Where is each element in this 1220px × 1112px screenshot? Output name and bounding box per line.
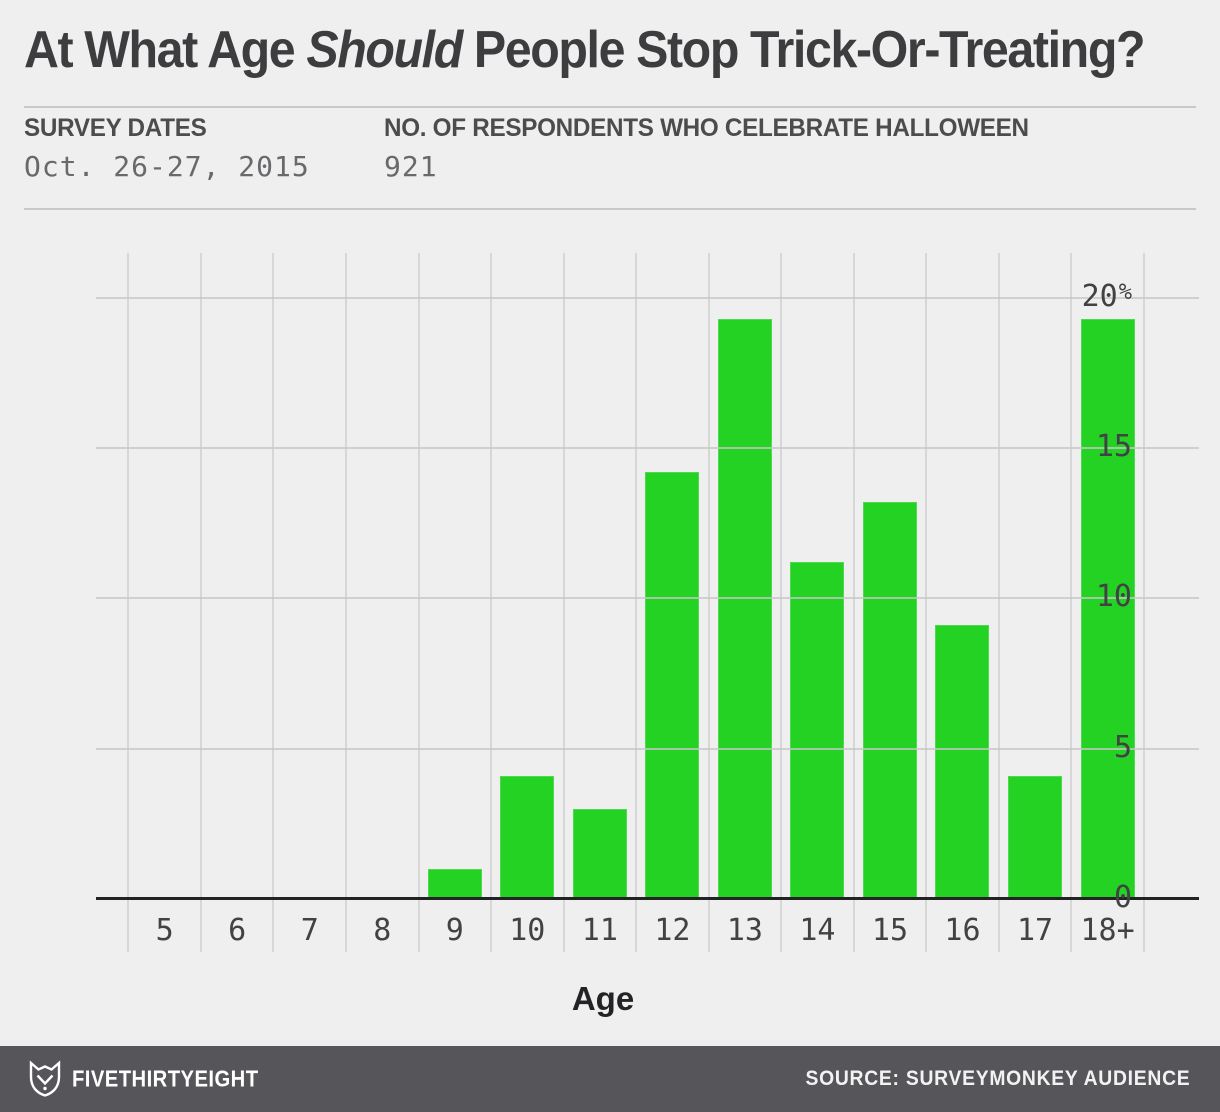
fivethirtyeight-wordmark: FIVETHIRTYEIGHT — [72, 1065, 259, 1092]
survey-dates-label: SURVEY DATES — [24, 114, 207, 142]
bar-age-12 — [645, 472, 700, 899]
x-tick-label-16: 16 — [944, 913, 981, 948]
x-tick-label-12: 12 — [654, 913, 691, 948]
x-tick-label-8: 8 — [373, 913, 392, 948]
chart-title: At What Age Should People Stop Trick-Or-… — [24, 20, 1220, 80]
vertical-gridline — [1070, 253, 1073, 952]
x-tick-label-15: 15 — [871, 913, 909, 948]
horizontal-gridline-20 — [96, 296, 1199, 299]
x-tick-label-6: 6 — [228, 913, 247, 948]
vertical-gridline — [344, 253, 347, 952]
chart-title-italic: Should — [306, 21, 463, 79]
y-tick-label-15: 15 — [1095, 429, 1132, 465]
vertical-gridline — [127, 253, 130, 952]
vertical-gridline — [417, 253, 420, 952]
bar-age-11 — [572, 808, 627, 899]
bar-age-17 — [1008, 775, 1063, 899]
horizontal-gridline-10 — [96, 597, 1199, 600]
vertical-gridline — [925, 253, 928, 952]
x-tick-label-10: 10 — [509, 913, 546, 948]
y-tick-label-0: 0 — [1113, 880, 1132, 916]
bar-age-9 — [427, 868, 482, 899]
vertical-gridline — [199, 253, 202, 952]
vertical-gridline — [780, 253, 783, 952]
header-divider — [24, 106, 1196, 108]
x-axis-line — [96, 897, 1199, 900]
horizontal-gridline-15 — [96, 446, 1199, 449]
vertical-gridline — [1142, 253, 1145, 952]
y-tick-label-20%: 20% — [1081, 278, 1132, 314]
vertical-gridline — [562, 253, 565, 952]
chart-title-post: People Stop Trick-Or-Treating? — [461, 21, 1146, 79]
x-tick-label-7: 7 — [300, 913, 319, 948]
y-tick-label-10: 10 — [1095, 579, 1132, 615]
respondents-label: NO. OF RESPONDENTS WHO CELEBRATE HALLOWE… — [384, 114, 1029, 142]
x-tick-label-18+: 18+ — [1080, 913, 1135, 948]
fivethirtyeight-fox-logo-icon — [29, 1060, 61, 1097]
vertical-gridline — [997, 253, 1000, 952]
footer-bar: FIVETHIRTYEIGHT SOURCE: SURVEYMONKEY AUD… — [0, 1046, 1220, 1112]
bar-age-10 — [500, 775, 555, 899]
chart-title-pre: At What Age — [24, 21, 307, 79]
y-tick-label-5: 5 — [1113, 729, 1132, 765]
bar-age-16 — [935, 625, 990, 899]
vertical-gridline — [635, 253, 638, 952]
x-tick-label-14: 14 — [799, 913, 836, 948]
x-tick-label-9: 9 — [445, 913, 464, 948]
x-axis-title: Age — [571, 980, 635, 1017]
vertical-gridline — [490, 253, 493, 952]
x-tick-label-13: 13 — [726, 913, 763, 948]
horizontal-gridline-5 — [96, 747, 1199, 750]
bar-age-18+ — [1080, 318, 1135, 899]
survey-dates-value: Oct. 26-27, 2015 — [24, 150, 310, 183]
percent-sign: % — [1118, 279, 1132, 305]
vertical-gridline — [707, 253, 710, 952]
bar-age-15 — [862, 502, 917, 899]
x-tick-label-5: 5 — [155, 913, 174, 948]
x-tick-label-11: 11 — [581, 913, 618, 948]
respondents-value: 921 — [384, 150, 438, 183]
bar-age-14 — [790, 562, 845, 899]
meta-divider — [24, 208, 1196, 210]
bar-age-13 — [717, 318, 772, 899]
source-credit: SOURCE: SURVEYMONKEY AUDIENCE — [805, 1067, 1190, 1090]
vertical-gridline — [852, 253, 855, 952]
x-tick-label-17: 17 — [1016, 913, 1054, 948]
vertical-gridline — [272, 253, 275, 952]
